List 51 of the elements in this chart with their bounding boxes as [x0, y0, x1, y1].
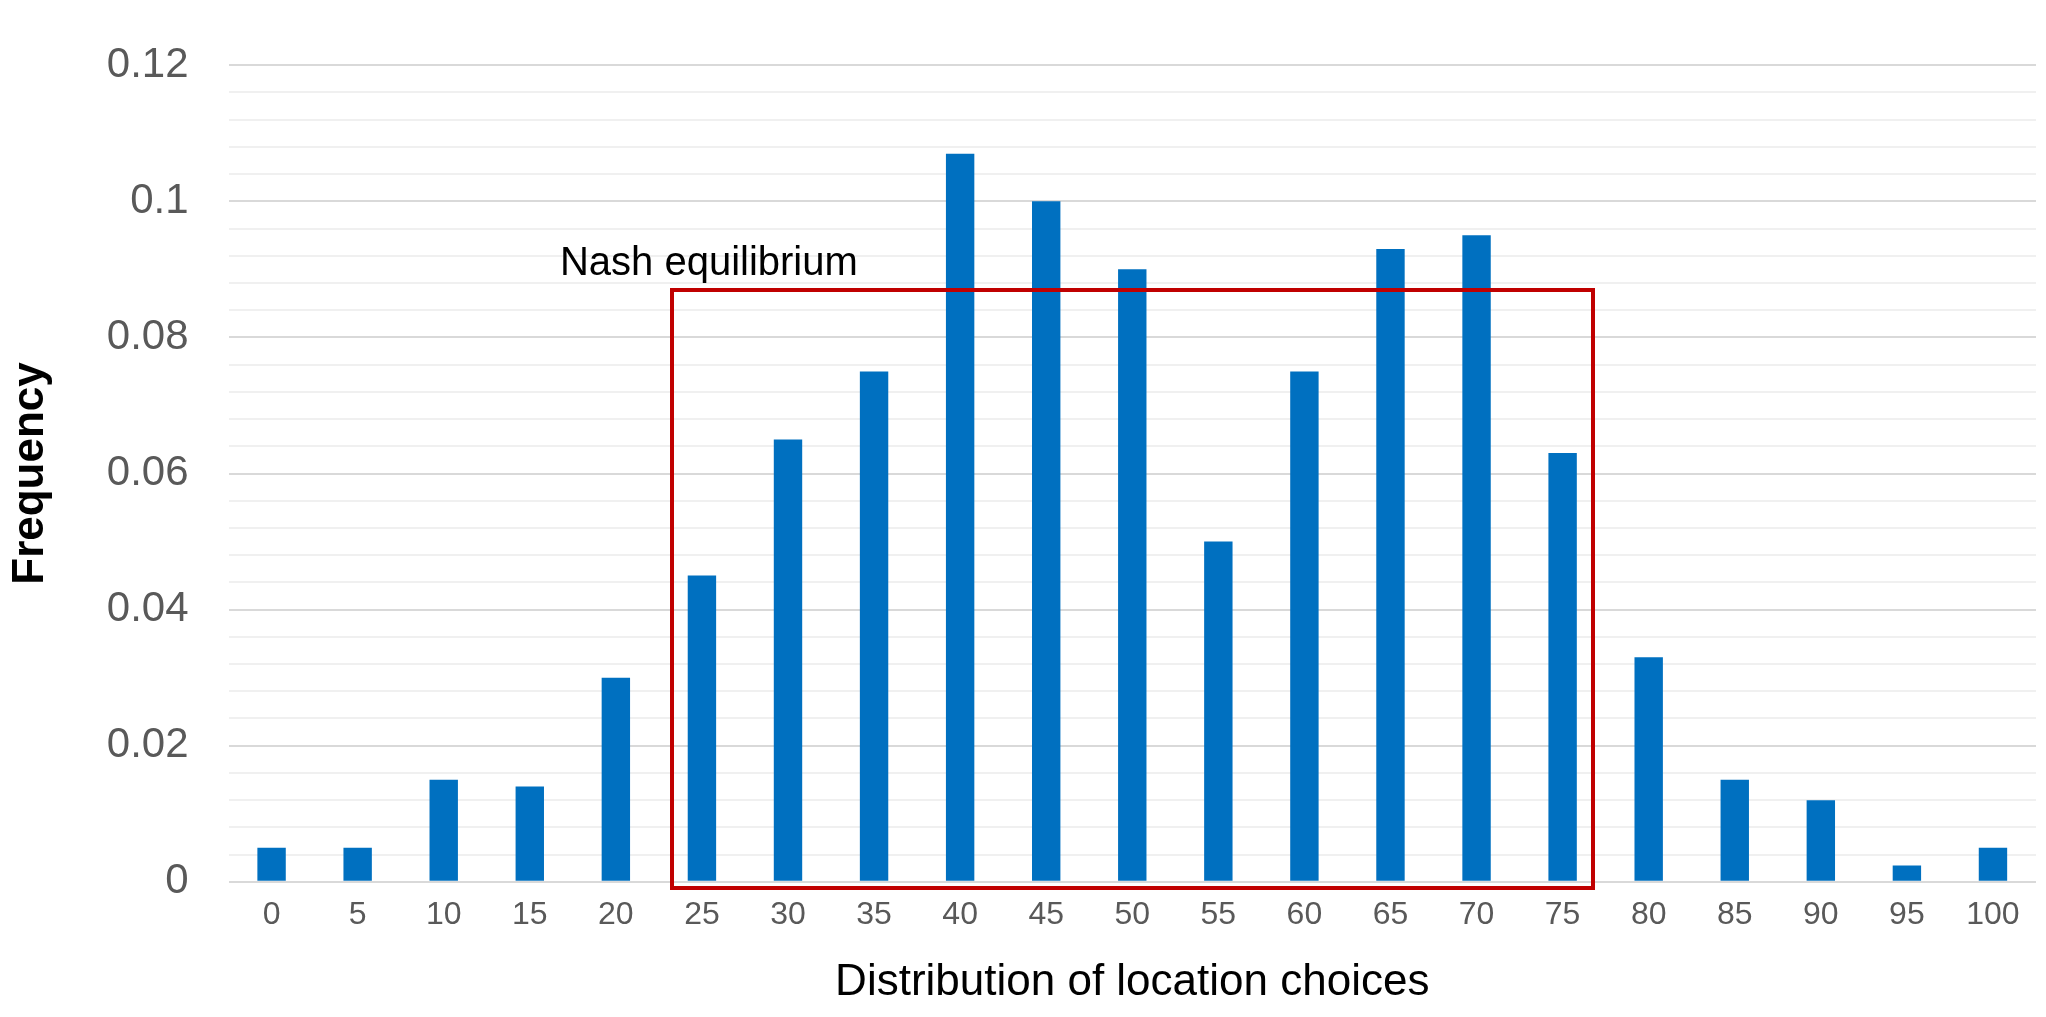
- y-tick-label: 0.04: [106, 583, 189, 631]
- x-tick-label: 95: [1889, 894, 1925, 931]
- bar: [1290, 371, 1319, 881]
- x-tick-label: 45: [1028, 894, 1064, 931]
- bar: [1548, 453, 1577, 881]
- bar: [1376, 248, 1405, 881]
- bar: [1032, 201, 1061, 881]
- bar: [1462, 235, 1491, 881]
- y-tick-label: 0.12: [106, 38, 189, 86]
- bar: [601, 677, 631, 881]
- bar: [1720, 779, 1749, 881]
- x-tick-label: 100: [1966, 894, 2020, 931]
- bar: [687, 575, 717, 881]
- x-tick-label: 50: [1114, 894, 1151, 931]
- bar: [859, 371, 889, 881]
- x-tick-label: 35: [856, 894, 892, 931]
- bar: [773, 439, 803, 881]
- bar: [1806, 800, 1836, 881]
- bar: [257, 847, 286, 881]
- x-tick-label: 75: [1544, 894, 1581, 931]
- x-tick-label: 80: [1630, 894, 1667, 931]
- bar: [343, 847, 372, 881]
- x-tick-label: 30: [770, 894, 806, 931]
- x-tick-label: 65: [1372, 894, 1409, 931]
- bar: [429, 779, 458, 881]
- x-tick-label: 70: [1458, 894, 1495, 931]
- bar: [515, 786, 544, 881]
- x-tick-label: 5: [348, 894, 367, 931]
- bar: [1892, 865, 1922, 881]
- bar: [1978, 847, 2008, 881]
- y-tick-label: 0.08: [106, 310, 189, 358]
- x-axis-title: Distribution of location choices: [835, 954, 1430, 1004]
- bar: [945, 153, 975, 881]
- bar: [1118, 269, 1147, 881]
- x-tick-label: 40: [942, 894, 978, 931]
- bar: [1204, 541, 1233, 881]
- y-axis-title: Frequency: [2, 361, 52, 585]
- y-tick-label: 0.1: [130, 174, 189, 222]
- y-tick-label: 0.06: [106, 447, 189, 495]
- x-tick-label: 90: [1803, 894, 1839, 931]
- y-tick-label: 0.02: [106, 719, 189, 767]
- x-tick-label: 25: [684, 894, 720, 931]
- x-tick-label: 60: [1286, 894, 1323, 931]
- x-tick-label: 20: [598, 894, 634, 931]
- x-tick-label: 15: [511, 894, 548, 931]
- annotation: Nash equilibrium: [559, 238, 858, 283]
- x-tick-label: 85: [1716, 894, 1753, 931]
- x-tick-label: 10: [425, 894, 462, 931]
- bar: [1634, 657, 1663, 881]
- x-tick-label: 0: [262, 894, 281, 931]
- x-tick-label: 55: [1200, 894, 1237, 931]
